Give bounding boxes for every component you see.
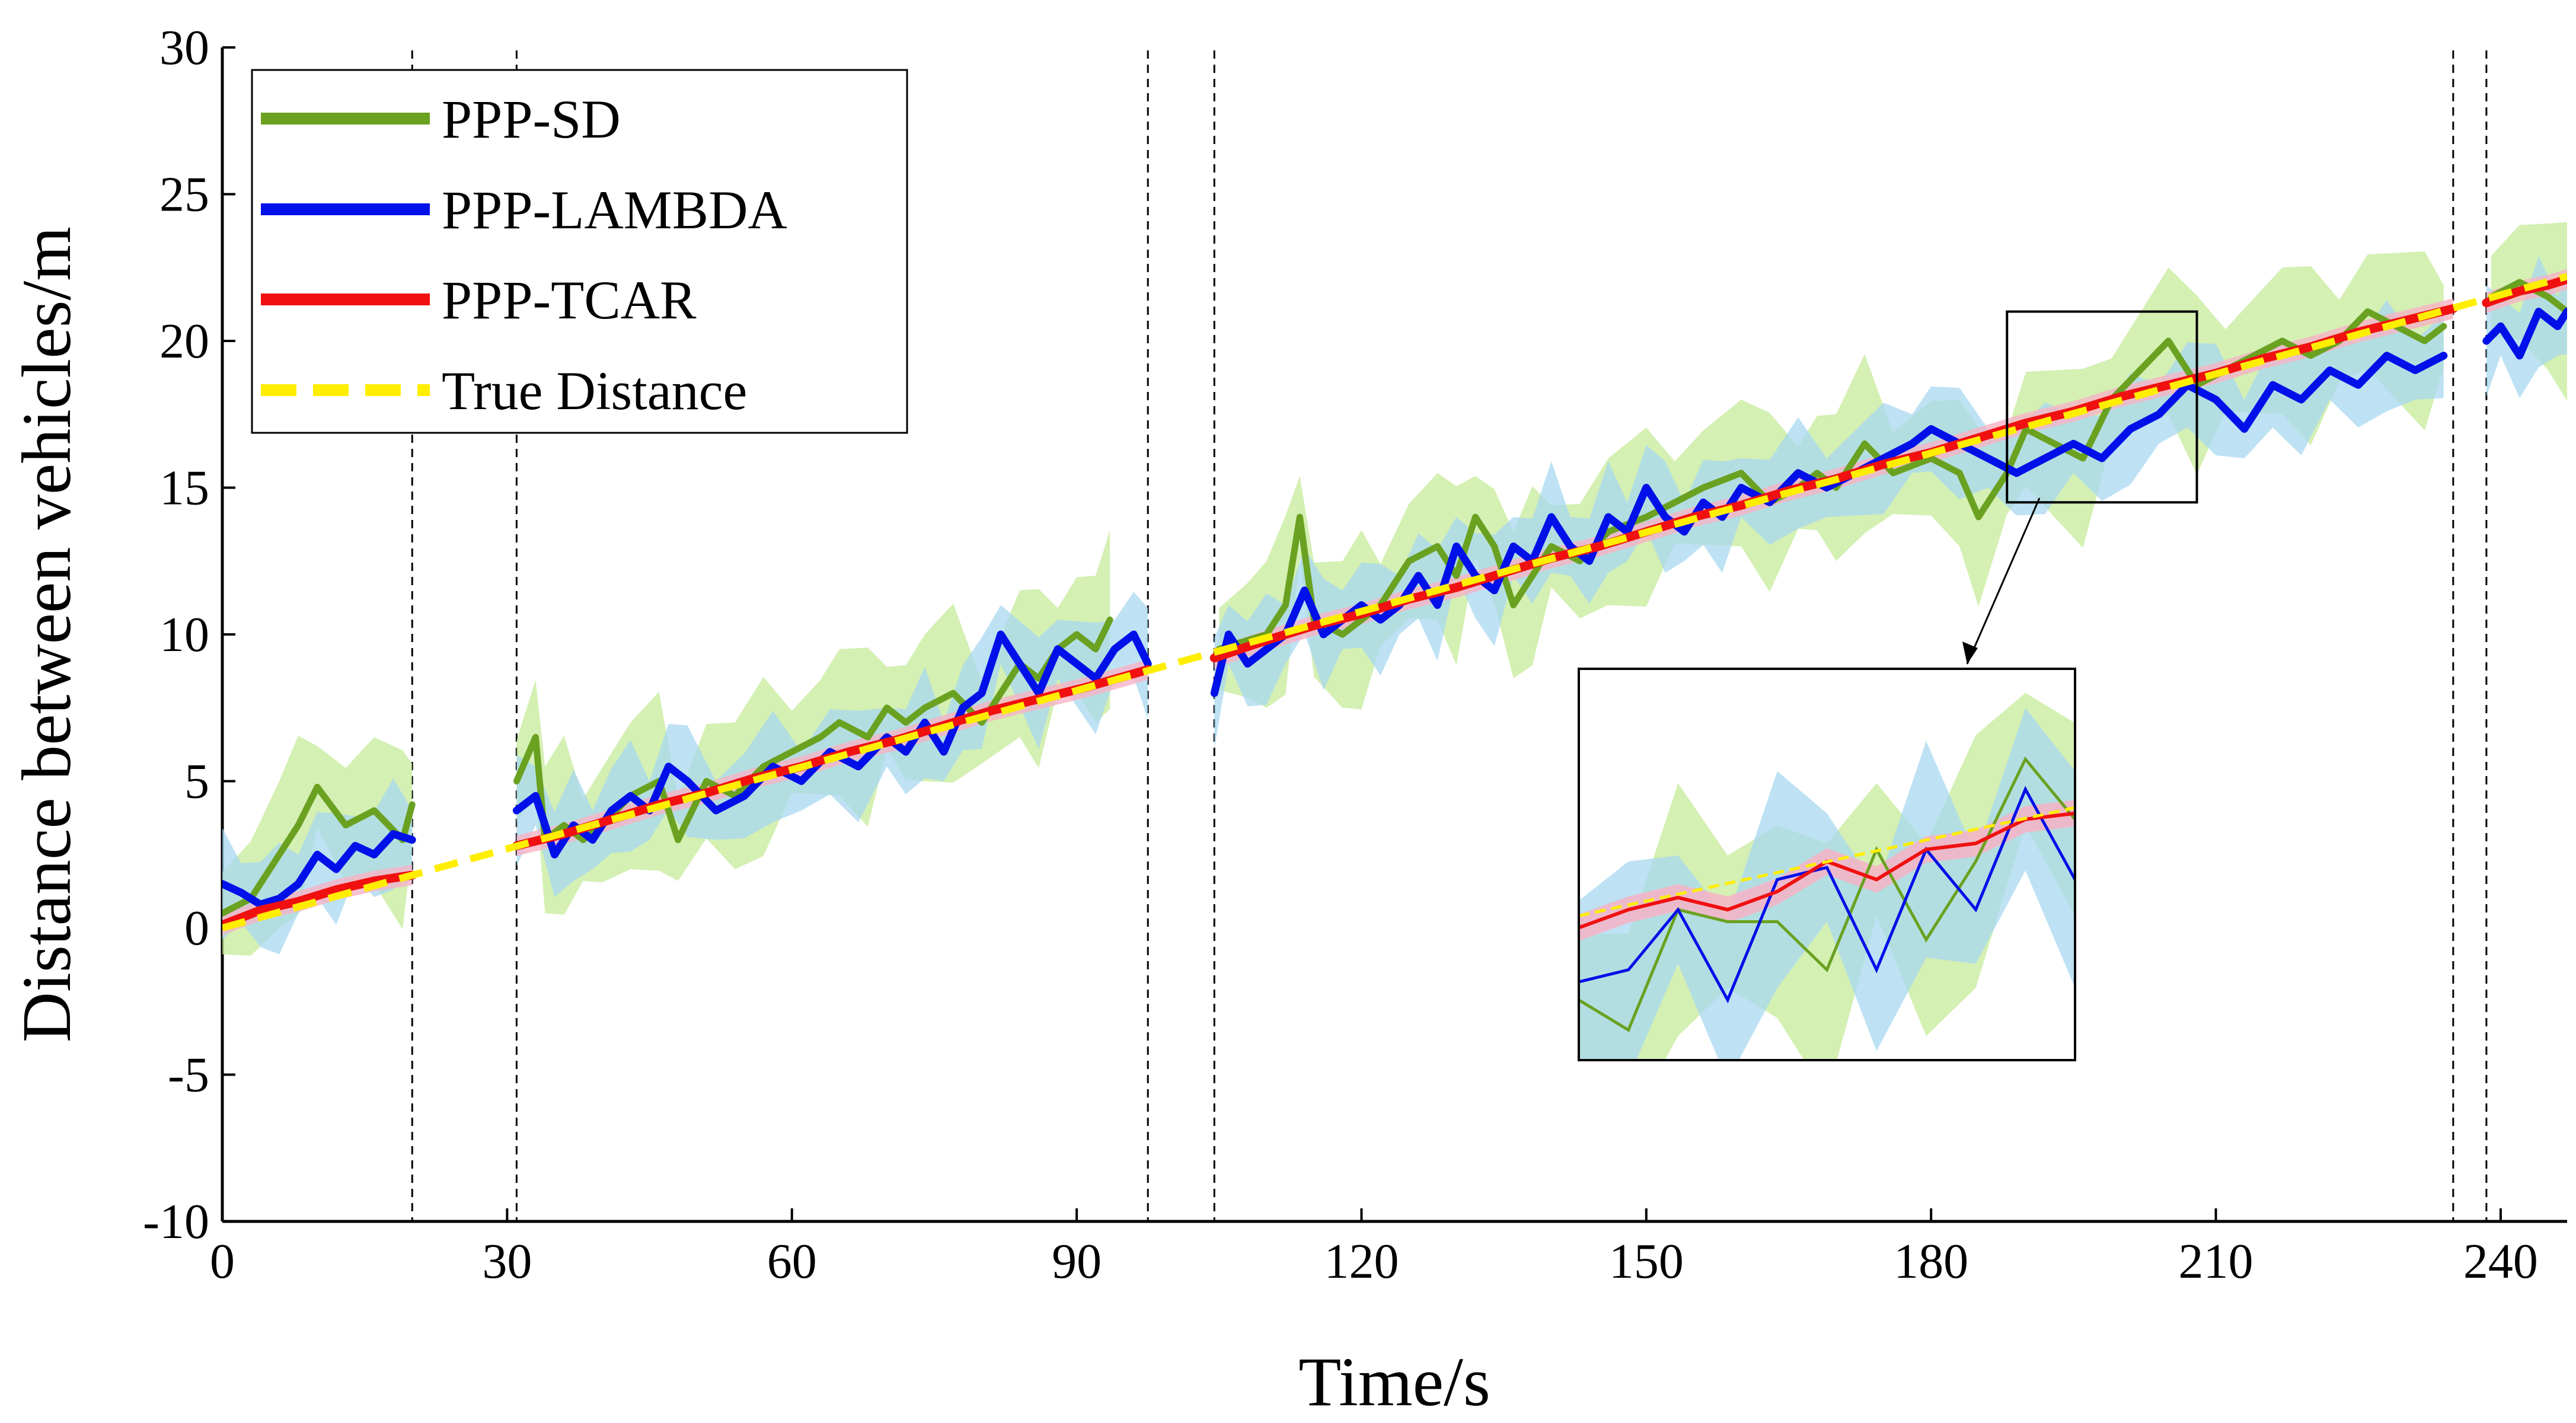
legend-label-tcar: PPP-TCAR (442, 270, 697, 330)
legend-label-truth: True Distance (442, 360, 747, 421)
tcar-line (222, 870, 417, 930)
sd-band (516, 530, 1110, 915)
series-lines (222, 273, 2567, 931)
legend-item-sd: PPP-SD (261, 89, 621, 149)
y-ticks: 30 25 20 15 10 5 0 -5 -10 (143, 20, 235, 1249)
legend-item-truth: True Distance (261, 360, 747, 421)
x-tick-label: 240 (2463, 1234, 2538, 1289)
lambda-line (222, 830, 416, 908)
x-axis-title: Time/s (1298, 1343, 1490, 1421)
y-tick-label: 0 (184, 901, 209, 956)
lambda-band (1214, 299, 2444, 749)
zoom-region (1962, 310, 2198, 665)
legend-label-sd: PPP-SD (442, 89, 621, 149)
x-tick-label: 0 (210, 1234, 235, 1289)
inset-sd-line (1579, 756, 2075, 1032)
sd-line (513, 616, 1113, 843)
inset-lambda-band (1579, 708, 2075, 1060)
lambda-line (2482, 308, 2567, 360)
axes: 0 30 60 90 120 150 180 210 240 30 25 20 15 10 5 0 -5 -10 (143, 20, 2567, 1289)
x-tick-label: 120 (1324, 1234, 1399, 1289)
y-tick-label: 5 (184, 754, 209, 809)
zoom-arrowhead (1962, 642, 1978, 664)
zoom-box (2006, 310, 2198, 504)
y-axis-title: Distance between vehicles/m (8, 226, 85, 1042)
x-tick-label: 210 (2179, 1234, 2253, 1289)
inset-frame (1578, 668, 2076, 1061)
inset-truth-line (1579, 806, 2075, 918)
truth-line (222, 273, 2567, 931)
legend: PPP-SD PPP-LAMBDA PPP-TCAR True Distance (251, 69, 908, 434)
x-tick-label: 180 (1894, 1234, 1968, 1289)
x-tick-label: 90 (1052, 1234, 1102, 1289)
inset-panel (1578, 668, 2076, 1061)
y-tick-label: -10 (143, 1194, 209, 1249)
x-tick-label: 60 (767, 1234, 817, 1289)
legend-label-lambda: PPP-LAMBDA (442, 180, 787, 240)
y-tick-label: 10 (159, 607, 209, 662)
y-tick-label: 15 (159, 461, 209, 516)
sd-line (222, 783, 416, 917)
inset-lambda-line (1579, 786, 2075, 1004)
lambda-line (512, 630, 1152, 859)
y-tick-label: 25 (159, 167, 209, 222)
zoom-arrow (1966, 497, 2041, 665)
legend-item-tcar: PPP-TCAR (261, 270, 697, 330)
legend-frame (251, 69, 908, 434)
y-tick-label: -5 (168, 1048, 209, 1103)
x-tick-label: 30 (482, 1234, 532, 1289)
legend-item-lambda: PPP-LAMBDA (261, 180, 787, 240)
y-tick-label: 30 (159, 20, 209, 75)
x-tick-label: 150 (1609, 1234, 1684, 1289)
y-tick-label: 20 (159, 314, 209, 369)
x-ticks: 0 30 60 90 120 150 180 210 240 (210, 1208, 2538, 1289)
inset-lines (1579, 756, 2075, 1032)
